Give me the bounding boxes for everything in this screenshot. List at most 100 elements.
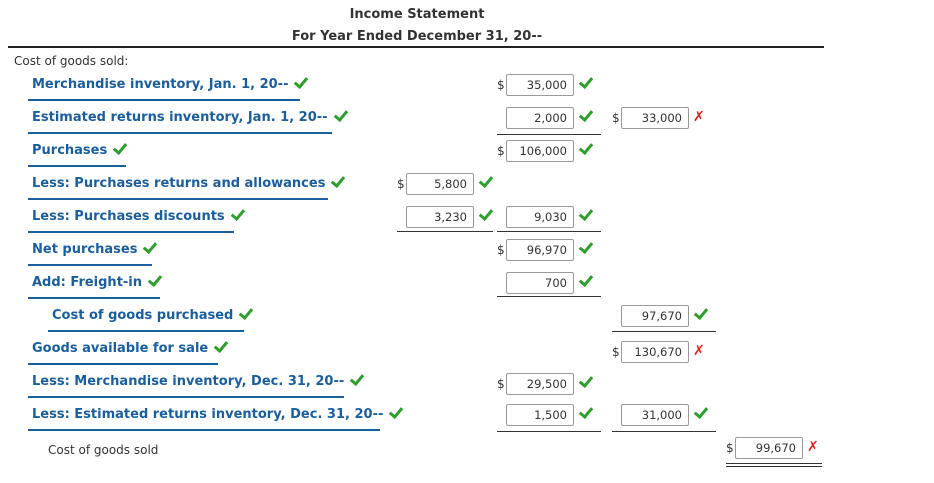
column-rule xyxy=(497,231,601,232)
amount-cell: 1,500 xyxy=(497,404,593,428)
amount-input[interactable]: 3,230 xyxy=(406,206,474,228)
check-icon xyxy=(578,208,592,222)
status-mark xyxy=(578,208,592,224)
label-field[interactable]: Less: Estimated returns inventory, Dec. … xyxy=(28,401,383,431)
amount-cell: 31,000 xyxy=(612,404,708,428)
check-icon xyxy=(213,340,227,354)
amount-input[interactable]: 35,000 xyxy=(506,74,574,96)
check-icon xyxy=(693,406,707,420)
check-icon xyxy=(112,142,126,156)
column-rule xyxy=(612,431,716,432)
amount-input[interactable]: 29,500 xyxy=(506,373,574,395)
label-field[interactable]: Merchandise inventory, Jan. 1, 20-- xyxy=(28,71,300,101)
label-field[interactable]: Less: Purchases returns and allowances xyxy=(28,170,328,200)
row-label: Less: Purchases returns and allowances xyxy=(32,176,326,191)
row-label: Purchases xyxy=(32,143,108,158)
label-field[interactable]: Less: Purchases discounts xyxy=(28,203,234,233)
amount-cell: $ 33,000 ✗ xyxy=(612,107,708,131)
amount-cell: $ 29,500 xyxy=(497,373,593,397)
amount-input[interactable]: 33,000 xyxy=(621,107,689,129)
amount-input[interactable]: 106,000 xyxy=(506,140,574,162)
amount-input[interactable]: 96,970 xyxy=(506,239,574,261)
row-label: Merchandise inventory, Jan. 1, 20-- xyxy=(32,77,289,92)
status-mark: ✗ xyxy=(693,343,705,359)
row-label: Less: Merchandise inventory, Dec. 31, 20… xyxy=(32,374,345,389)
check-icon xyxy=(388,406,402,420)
dollar-sign: $ xyxy=(612,345,620,359)
row-label: Add: Freight-in xyxy=(32,275,143,290)
amount-cell: 700 xyxy=(497,272,593,296)
amount-input[interactable]: 700 xyxy=(506,272,574,294)
status-mark xyxy=(478,208,492,224)
row-ret-allow: Less: Purchases returns and allowances $… xyxy=(0,170,934,200)
column-rule xyxy=(497,296,601,297)
row-label: Cost of goods purchased xyxy=(52,308,234,323)
dollar-sign: $ xyxy=(497,144,505,158)
dollar-sign: $ xyxy=(497,377,505,391)
status-mark xyxy=(578,241,592,257)
label-field[interactable]: Add: Freight-in xyxy=(28,269,160,299)
label-field[interactable]: Less: Merchandise inventory, Dec. 31, 20… xyxy=(28,368,344,398)
amount-input[interactable]: 31,000 xyxy=(621,404,689,426)
label-field[interactable]: Estimated returns inventory, Jan. 1, 20-… xyxy=(28,104,332,134)
amount-input[interactable]: 97,670 xyxy=(621,305,689,327)
amount-cell: $ 5,800 xyxy=(397,173,493,197)
status-mark xyxy=(693,406,707,422)
header-rule xyxy=(8,46,824,48)
row-est-ret-jan: Estimated returns inventory, Jan. 1, 20-… xyxy=(0,104,934,135)
row-label: Goods available for sale xyxy=(32,341,209,356)
check-icon xyxy=(478,208,492,222)
statement-subtitle: For Year Ended December 31, 20-- xyxy=(291,29,543,44)
column-rule xyxy=(497,134,601,135)
label-field[interactable]: Cost of goods sold xyxy=(44,437,224,467)
label-field[interactable]: Net purchases xyxy=(28,236,152,266)
amount-input[interactable]: 1,500 xyxy=(506,404,574,426)
row-est-ret-dec: Less: Estimated returns inventory, Dec. … xyxy=(0,401,934,432)
check-icon xyxy=(693,307,707,321)
x-icon: ✗ xyxy=(693,343,705,359)
check-icon xyxy=(147,274,161,288)
check-icon xyxy=(349,373,363,387)
status-mark xyxy=(578,109,592,125)
row-label: Less: Purchases discounts xyxy=(32,209,225,224)
statement-title: Income Statement xyxy=(349,7,485,22)
status-mark xyxy=(578,142,592,158)
double-rule-bottom xyxy=(726,466,822,467)
row-label: Net purchases xyxy=(32,242,138,257)
dollar-sign: $ xyxy=(497,243,505,257)
dollar-sign: $ xyxy=(397,177,405,191)
row-purchases: Purchases $ 106,000 xyxy=(0,137,934,167)
status-mark xyxy=(578,274,592,290)
label-field[interactable]: Goods available for sale xyxy=(28,335,218,365)
amount-cell: $ 106,000 xyxy=(497,140,593,164)
amount-input[interactable]: 130,670 xyxy=(621,341,689,363)
amount-cell: $ 35,000 xyxy=(497,74,593,98)
x-icon: ✗ xyxy=(807,439,819,455)
amount-input[interactable]: 2,000 xyxy=(506,107,574,129)
status-mark: ✗ xyxy=(693,109,705,125)
check-icon xyxy=(142,241,156,255)
label-field[interactable]: Cost of goods purchased xyxy=(48,302,244,332)
dollar-sign: $ xyxy=(497,78,505,92)
check-icon xyxy=(293,76,307,90)
check-icon xyxy=(478,175,492,189)
status-mark xyxy=(578,375,592,391)
amount-cell: $ 96,970 xyxy=(497,239,593,263)
row-label: Estimated returns inventory, Jan. 1, 20-… xyxy=(32,110,328,125)
row-cogp: Cost of goods purchased 97,670 xyxy=(0,302,934,332)
amount-input[interactable]: 5,800 xyxy=(406,173,474,195)
check-icon xyxy=(238,307,252,321)
section-label: Cost of goods sold: xyxy=(14,54,129,68)
row-net-purchases: Net purchases $ 96,970 xyxy=(0,236,934,266)
check-icon xyxy=(578,142,592,156)
label-field[interactable]: Purchases xyxy=(28,137,126,167)
check-icon xyxy=(578,274,592,288)
check-icon xyxy=(230,208,244,222)
row-goods-available: Goods available for sale $ 130,670 ✗ xyxy=(0,335,934,365)
amount-cell: 3,230 xyxy=(397,206,493,230)
amount-input[interactable]: 99,670 xyxy=(735,437,803,459)
amount-input[interactable]: 9,030 xyxy=(506,206,574,228)
column-rule xyxy=(497,431,601,432)
amount-cell: $ 99,670 ✗ xyxy=(726,437,822,461)
status-mark: ✗ xyxy=(807,439,819,455)
